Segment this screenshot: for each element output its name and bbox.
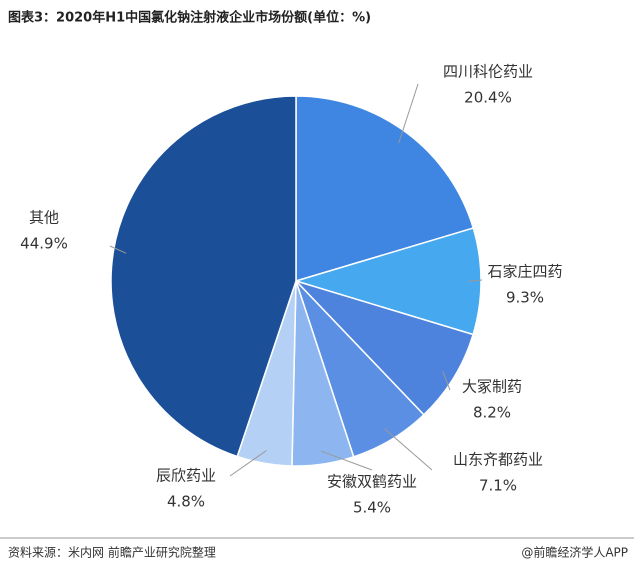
leader-line [384,428,433,471]
slice-label: 辰欣药业 [156,467,216,485]
leader-line [442,370,451,391]
slice-value: 5.4% [353,499,391,517]
slice-value: 44.9% [20,235,68,253]
pie-slice [293,227,482,336]
slice-label: 安徽双鹤药业 [327,473,417,491]
leader-line [109,245,127,254]
chart-title: 图表3：2020年H1中国氯化钠注射液企业市场份额(单位：%) [8,10,371,26]
leader-line [468,279,483,282]
slice-value: 9.3% [506,289,544,307]
slice-value: 4.8% [167,493,205,511]
pie-slice [295,95,475,283]
slice-value: 8.2% [473,404,511,422]
slice-label: 其他 [29,209,59,227]
slice-label: 大冢制药 [462,378,522,396]
credit: @前瞻经济学人APP [521,545,628,560]
source: 资料来源：米内网 前瞻产业研究院整理 [8,545,216,560]
slice-value: 7.1% [479,477,517,495]
slice-label: 四川科伦药业 [443,63,533,81]
pie-slice [110,95,297,458]
pie-slice [293,279,475,416]
slice-label: 山东齐都药业 [453,451,543,469]
slice-value: 20.4% [464,89,512,107]
leader-line [321,450,373,471]
leader-line [229,450,267,477]
slice-label: 石家庄四药 [487,263,562,281]
leader-line [398,83,419,144]
